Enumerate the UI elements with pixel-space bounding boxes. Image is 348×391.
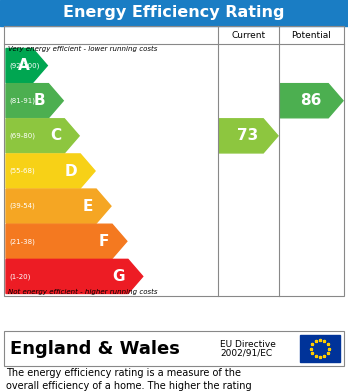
- Text: F: F: [99, 234, 109, 249]
- Text: England & Wales: England & Wales: [10, 339, 180, 357]
- Polygon shape: [6, 154, 95, 188]
- Text: 86: 86: [300, 93, 321, 108]
- Text: A: A: [18, 58, 30, 73]
- Text: (55-68): (55-68): [9, 168, 35, 174]
- Text: D: D: [65, 163, 77, 179]
- Text: (39-54): (39-54): [9, 203, 35, 210]
- Text: C: C: [50, 128, 61, 143]
- Polygon shape: [6, 119, 79, 153]
- Polygon shape: [6, 224, 127, 258]
- Polygon shape: [219, 119, 278, 153]
- Polygon shape: [6, 189, 111, 223]
- Text: Potential: Potential: [292, 30, 331, 39]
- Text: Current: Current: [231, 30, 266, 39]
- Text: Energy Efficiency Rating: Energy Efficiency Rating: [63, 5, 285, 20]
- Polygon shape: [6, 48, 47, 83]
- Text: (1-20): (1-20): [9, 273, 30, 280]
- Text: EU Directive: EU Directive: [220, 340, 276, 349]
- Polygon shape: [6, 84, 63, 118]
- Bar: [300, 335, 340, 362]
- Text: (21-38): (21-38): [9, 238, 35, 244]
- Text: G: G: [112, 269, 125, 284]
- Polygon shape: [6, 259, 143, 294]
- Bar: [4, 26, 344, 296]
- Text: (92-100): (92-100): [9, 62, 39, 69]
- Text: E: E: [83, 199, 93, 213]
- Bar: [0, 0, 348, 26]
- Text: The energy efficiency rating is a measure of the
overall efficiency of a home. T: The energy efficiency rating is a measur…: [6, 368, 252, 391]
- Text: Not energy efficient - higher running costs: Not energy efficient - higher running co…: [8, 289, 158, 295]
- Bar: [4, 331, 344, 366]
- Text: 73: 73: [237, 128, 258, 143]
- Text: (69-80): (69-80): [9, 133, 35, 139]
- Text: Very energy efficient - lower running costs: Very energy efficient - lower running co…: [8, 46, 157, 52]
- Polygon shape: [280, 84, 343, 118]
- Text: B: B: [34, 93, 46, 108]
- Text: 2002/91/EC: 2002/91/EC: [220, 348, 272, 357]
- Text: (81-91): (81-91): [9, 97, 35, 104]
